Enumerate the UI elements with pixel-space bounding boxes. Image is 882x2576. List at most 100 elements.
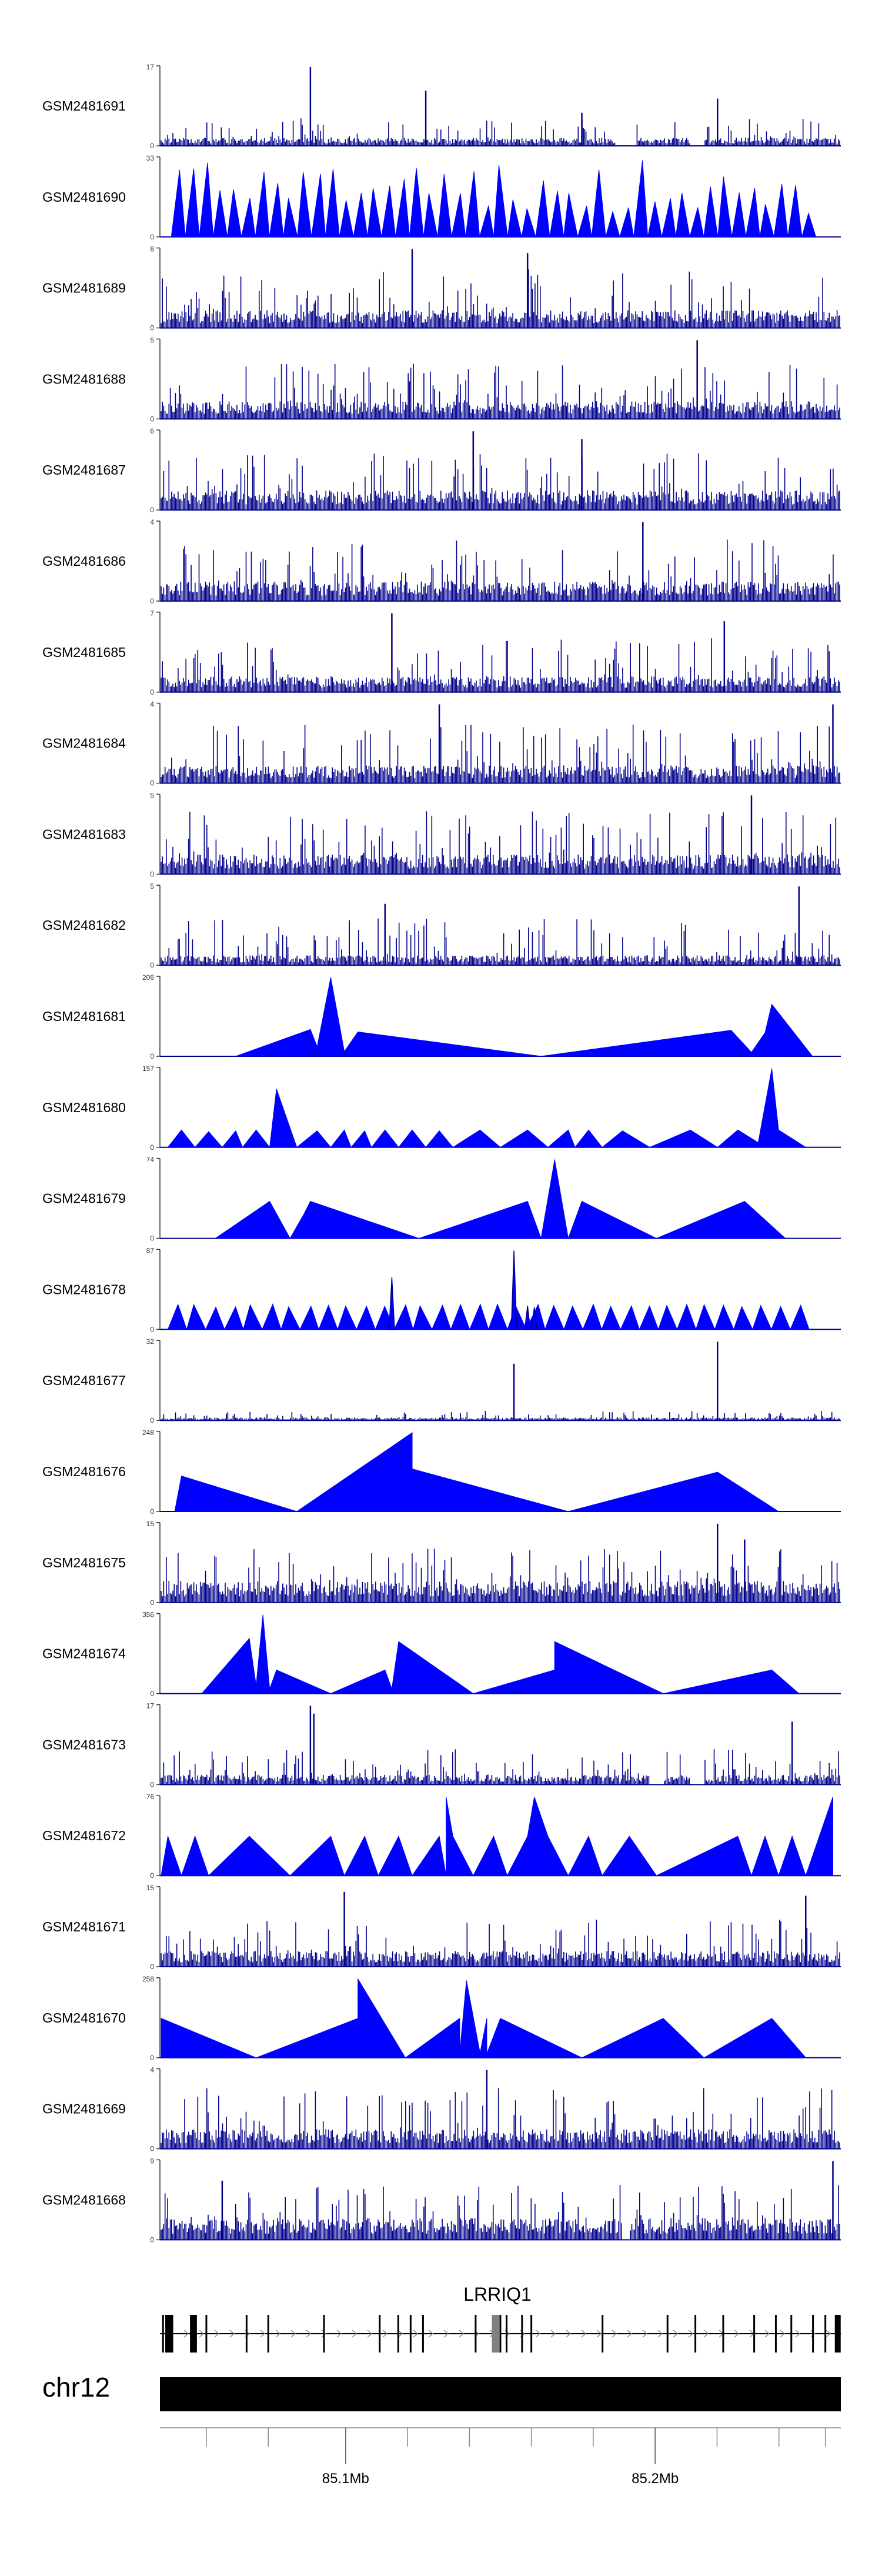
- track-gsm2481668: GSM2481668 9 0: [42, 2157, 841, 2244]
- strand-arrow: [734, 2330, 740, 2338]
- coverage-peaks: [513, 1342, 719, 1421]
- track-ymin-label: 0: [150, 506, 154, 514]
- strand-arrow: [443, 2330, 449, 2338]
- track-ymax-label: 7: [150, 609, 154, 618]
- track-ymax-label: 5: [150, 791, 154, 799]
- coverage-peak: [388, 1277, 395, 1330]
- track-ymax-label: 15: [146, 1884, 155, 1892]
- track-gsm2481673: GSM2481673 17 0: [42, 1701, 841, 1788]
- coverage-peaks: [411, 249, 529, 328]
- track-label: GSM2481684: [42, 736, 126, 751]
- strand-arrow: [581, 2330, 587, 2338]
- track-label: GSM2481670: [42, 2010, 126, 2026]
- track-ymax-label: 33: [146, 154, 155, 162]
- gene-exon: [171, 2315, 173, 2353]
- gene-exon: [824, 2315, 827, 2353]
- track-label: GSM2481676: [42, 1464, 126, 1479]
- gene-exon: [774, 2315, 777, 2353]
- track-label: GSM2481689: [42, 281, 126, 296]
- track-ymin-label: 0: [150, 233, 154, 241]
- track-ymax-label: 32: [146, 1337, 155, 1346]
- gene-exon: [812, 2315, 814, 2353]
- gene-utr: [492, 2315, 497, 2353]
- coverage-area: [161, 1797, 833, 1877]
- track-ymax-label: 4: [150, 2066, 154, 2074]
- track-gsm2481689: GSM2481689 8 0: [42, 245, 841, 332]
- track-ymin-label: 0: [150, 1507, 154, 1516]
- coverage-area: [167, 1068, 807, 1149]
- track-ymax-label: 5: [150, 882, 154, 890]
- axis-tick-label: 85.1Mb: [322, 2471, 369, 2487]
- coverage-bars: [161, 118, 840, 146]
- track-label: GSM2481682: [42, 917, 126, 933]
- track-label: GSM2481690: [42, 189, 126, 205]
- gene-exon: [666, 2315, 669, 2353]
- strand-arrow: [321, 2330, 327, 2338]
- coverage-peaks: [343, 1891, 807, 1967]
- chromosome-track: chr12 85.1Mb 85.2Mb: [42, 2372, 841, 2487]
- track-label: GSM2481671: [42, 1919, 126, 1934]
- track-ymin-label: 0: [150, 1234, 154, 1243]
- track-label: GSM2481669: [42, 2101, 126, 2117]
- track-label: GSM2481673: [42, 1737, 126, 1752]
- track-ymax-label: 17: [146, 1701, 155, 1710]
- track-label: GSM2481680: [42, 1100, 126, 1115]
- track-label: GSM2481679: [42, 1191, 126, 1206]
- track-ymin-label: 0: [150, 1416, 154, 1424]
- strand-arrow: [764, 2330, 770, 2338]
- track-gsm2481685: GSM2481685 7 0: [42, 609, 841, 696]
- track-ymax-label: 258: [142, 1975, 154, 1983]
- track-ymax-label: 157: [142, 1065, 154, 1073]
- track-ymin-label: 0: [150, 870, 154, 878]
- gene-exon-major: [834, 2315, 841, 2353]
- strand-arrow: [199, 2330, 205, 2338]
- track-ymin-label: 0: [150, 597, 154, 605]
- gene-exon: [190, 2315, 192, 2353]
- gene-exon: [475, 2315, 477, 2353]
- track-ymax-label: 87: [146, 1246, 155, 1254]
- coverage-bars: [161, 2185, 840, 2240]
- strand-arrow: [642, 2330, 648, 2338]
- gene-exon: [506, 2315, 508, 2353]
- coverage-bars: [161, 1549, 840, 1603]
- track-gsm2481672: GSM2481672 76 0: [42, 1793, 841, 1880]
- gene-exon: [753, 2315, 756, 2353]
- strand-arrow: [688, 2330, 694, 2338]
- strand-arrow: [382, 2330, 388, 2338]
- coverage-bars: [161, 918, 840, 966]
- track-label: GSM2481687: [42, 462, 126, 478]
- track-label: GSM2481685: [42, 645, 126, 660]
- track-ymin-label: 0: [150, 1052, 154, 1060]
- track-gsm2481683: GSM2481683 5 0: [42, 791, 841, 878]
- track-ymax-label: 5: [150, 336, 154, 344]
- track-ymax-label: 356: [142, 1611, 154, 1619]
- track-ymax-label: 76: [146, 1793, 155, 1801]
- track-label: GSM2481681: [42, 1009, 126, 1024]
- track-ymin-label: 0: [150, 2145, 154, 2153]
- strand-arrow: [703, 2330, 709, 2338]
- track-ymax-label: 74: [146, 1156, 155, 1164]
- coverage-bars: [161, 725, 840, 783]
- track-ymax-label: 4: [150, 700, 154, 709]
- track-label: GSM2481675: [42, 1555, 126, 1570]
- gene-exon: [267, 2315, 269, 2353]
- track-gsm2481686: GSM2481686 4 0: [42, 518, 841, 605]
- track-ymin-label: 0: [150, 961, 154, 969]
- track-label: GSM2481691: [42, 98, 126, 114]
- strand-arrow: [566, 2330, 572, 2338]
- coverage-bars: [161, 363, 840, 419]
- coverage-peaks: [438, 704, 834, 783]
- track-ymax-label: 4: [150, 518, 154, 526]
- track-ymin-label: 0: [150, 1871, 154, 1880]
- strand-arrow: [459, 2330, 465, 2338]
- strand-arrow: [183, 2330, 189, 2338]
- track-ymin-label: 0: [150, 779, 154, 788]
- coverage-bars: [161, 811, 840, 875]
- strand-arrow: [657, 2330, 663, 2338]
- track-ymin-label: 0: [150, 1143, 154, 1152]
- gene-exon: [165, 2315, 168, 2353]
- coverage-bars: [161, 1749, 840, 1785]
- track-gsm2481674: GSM2481674 356 0: [42, 1611, 841, 1698]
- gene-exon: [245, 2315, 248, 2353]
